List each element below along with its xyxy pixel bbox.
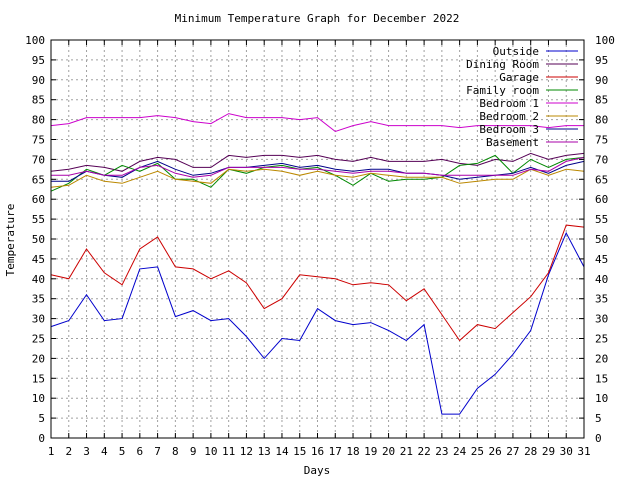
legend-label-basement: Basement — [486, 136, 539, 149]
y-tick-label: 40 — [32, 273, 45, 286]
x-tick-label: 28 — [524, 445, 537, 458]
series-line-family-room — [50, 154, 585, 192]
x-tick-label: 27 — [506, 445, 519, 458]
y-tick-label: 75 — [32, 134, 45, 147]
y-tick-label-right: 40 — [595, 273, 608, 286]
x-tick-label: 3 — [83, 445, 90, 458]
y-tick-label: 5 — [38, 412, 45, 425]
y-tick-label-right: 5 — [595, 412, 602, 425]
x-tick-label: 19 — [364, 445, 377, 458]
y-tick-label: 10 — [32, 392, 45, 405]
x-tick-label: 5 — [119, 445, 126, 458]
y-tick-label-right: 30 — [595, 313, 608, 326]
x-tick-label: 18 — [346, 445, 359, 458]
legend-label-bedroom-3: Bedroom 3 — [479, 123, 539, 136]
x-tick-label: 2 — [65, 445, 72, 458]
x-tick-label: 20 — [382, 445, 395, 458]
x-tick-label: 17 — [329, 445, 342, 458]
y-tick-label: 0 — [38, 432, 45, 445]
legend-label-bedroom-1: Bedroom 1 — [479, 97, 539, 110]
legend-label-bedroom-2: Bedroom 2 — [479, 110, 539, 123]
y-tick-label: 100 — [25, 34, 45, 47]
x-tick-label: 10 — [204, 445, 217, 458]
x-tick-label: 31 — [577, 445, 590, 458]
x-tick-label: 30 — [560, 445, 573, 458]
series-lines — [50, 113, 585, 415]
series-line-garage — [50, 224, 585, 342]
y-tick-label: 45 — [32, 253, 45, 266]
y-tick-label-right: 0 — [595, 432, 602, 445]
y-tick-label-right: 50 — [595, 233, 608, 246]
grid — [51, 40, 584, 438]
y-tick-label-right: 55 — [595, 213, 608, 226]
x-tick-label: 11 — [222, 445, 235, 458]
x-tick-label: 21 — [400, 445, 413, 458]
y-tick-label-right: 65 — [595, 173, 608, 186]
legend-label-dining-room: Dining Room — [466, 58, 539, 71]
x-tick-label: 13 — [258, 445, 271, 458]
x-axis-label: Days — [304, 464, 331, 477]
y-tick-label: 70 — [32, 153, 45, 166]
y-tick-label: 65 — [32, 173, 45, 186]
y-tick-label-right: 75 — [595, 134, 608, 147]
y-tick-label: 80 — [32, 114, 45, 127]
y-tick-label: 30 — [32, 313, 45, 326]
x-tick-label: 6 — [137, 445, 144, 458]
y-tick-label: 35 — [32, 293, 45, 306]
legend-label-outside: Outside — [493, 45, 539, 58]
y-tick-label-right: 45 — [595, 253, 608, 266]
y-tick-label: 15 — [32, 372, 45, 385]
x-tick-label: 22 — [417, 445, 430, 458]
y-tick-label: 90 — [32, 74, 45, 87]
legend-label-family-room: Family room — [466, 84, 539, 97]
y-tick-label-right: 25 — [595, 333, 608, 346]
series-line-outside — [50, 231, 585, 415]
series-line-basement — [51, 156, 585, 178]
series-line-dining-room — [50, 152, 585, 172]
y-tick-label: 25 — [32, 333, 45, 346]
y-tick-label-right: 10 — [595, 392, 608, 405]
y-tick-label-right: 95 — [595, 54, 608, 67]
y-tick-label: 85 — [32, 94, 45, 107]
x-tick-label: 15 — [293, 445, 306, 458]
x-tick-label: 9 — [190, 445, 197, 458]
y-tick-label: 20 — [32, 352, 45, 365]
x-tick-label: 24 — [453, 445, 467, 458]
x-tick-label: 25 — [471, 445, 484, 458]
x-tick-label: 12 — [240, 445, 253, 458]
x-tick-label: 14 — [275, 445, 289, 458]
x-tick-label: 8 — [172, 445, 179, 458]
y-tick-label-right: 100 — [595, 34, 615, 47]
y-tick-label-right: 20 — [595, 352, 608, 365]
x-tick-label: 16 — [311, 445, 324, 458]
x-tick-label: 7 — [154, 445, 161, 458]
y-axis-label: Temperature — [4, 204, 17, 277]
y-tick-label: 55 — [32, 213, 45, 226]
y-tick-label-right: 60 — [595, 193, 608, 206]
y-tick-label: 50 — [32, 233, 45, 246]
x-tick-label: 29 — [542, 445, 555, 458]
series-line-bedroom-2 — [50, 168, 585, 188]
x-tick-label: 26 — [489, 445, 502, 458]
x-tick-label: 4 — [101, 445, 108, 458]
x-tick-label: 23 — [435, 445, 448, 458]
y-tick-label-right: 90 — [595, 74, 608, 87]
series-line-bedroom-1 — [50, 113, 584, 133]
x-tick-label: 1 — [48, 445, 55, 458]
legend-label-garage: Garage — [499, 71, 539, 84]
chart-title: Minimum Temperature Graph for December 2… — [175, 12, 460, 25]
y-tick-label-right: 70 — [595, 153, 608, 166]
y-tick-label: 60 — [32, 193, 45, 206]
y-tick-label-right: 15 — [595, 372, 608, 385]
y-tick-label: 95 — [32, 54, 45, 67]
y-tick-label-right: 85 — [595, 94, 608, 107]
y-tick-label-right: 80 — [595, 114, 608, 127]
y-tick-label-right: 35 — [595, 293, 608, 306]
